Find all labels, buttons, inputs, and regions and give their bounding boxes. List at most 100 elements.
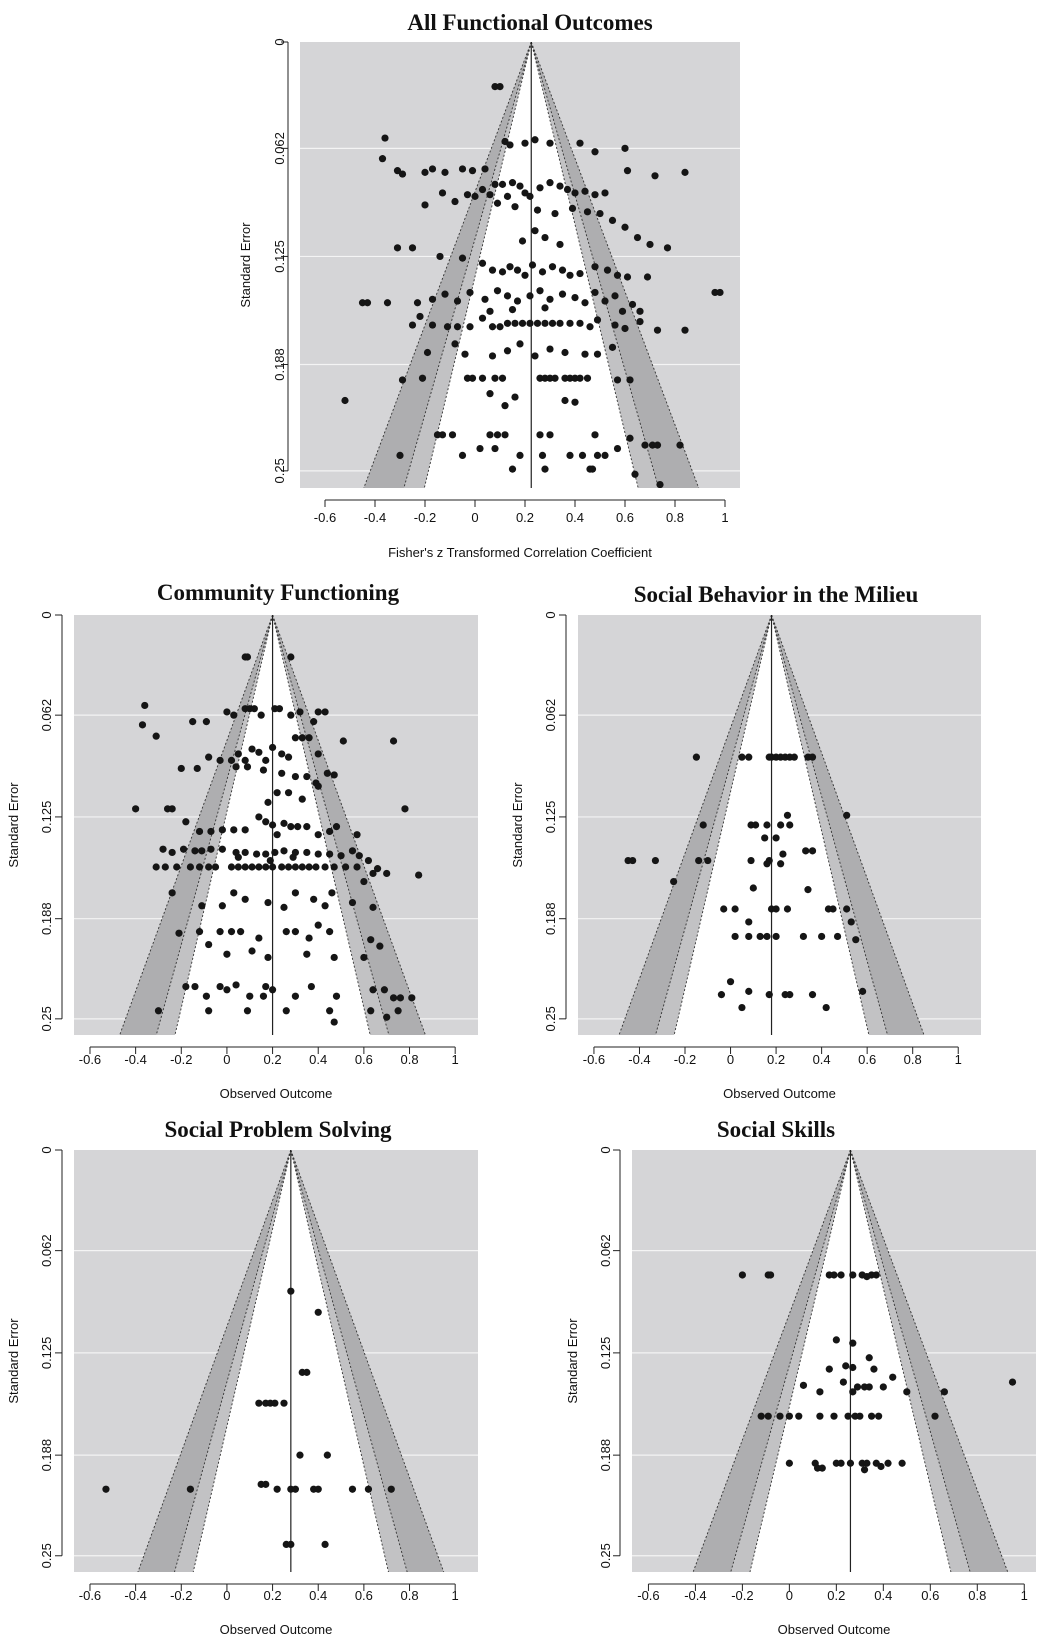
data-point	[581, 187, 589, 195]
y-tick-label: 0	[39, 611, 54, 618]
data-point	[458, 451, 467, 460]
data-point	[681, 168, 689, 176]
funnel-boundary	[655, 615, 772, 1035]
data-point	[289, 853, 297, 861]
data-point	[287, 1540, 295, 1549]
data-point	[613, 376, 622, 384]
x-tick-label: 0	[223, 1588, 230, 1603]
funnel-boundary	[363, 42, 532, 488]
funnel-region	[102, 1150, 445, 1572]
data-point	[738, 753, 746, 761]
data-point	[161, 863, 169, 871]
funnel-region	[692, 1150, 1017, 1572]
data-point	[566, 271, 574, 279]
data-point	[799, 1381, 808, 1389]
data-point	[486, 307, 494, 315]
x-tick-label: -0.2	[170, 1052, 192, 1067]
data-point	[314, 708, 322, 716]
data-point	[421, 201, 429, 209]
data-point	[326, 1007, 334, 1015]
data-point	[651, 172, 659, 180]
data-point	[825, 1365, 833, 1373]
data-point	[262, 863, 270, 871]
data-point	[303, 1368, 311, 1376]
data-point	[546, 345, 554, 353]
data-point	[646, 240, 654, 249]
data-point	[396, 451, 404, 460]
data-point	[521, 139, 529, 147]
y-tick-label: 0.062	[543, 699, 558, 732]
data-point	[468, 374, 477, 382]
data-point	[275, 705, 284, 713]
y-tick-label: 0.125	[543, 801, 558, 834]
data-point	[195, 928, 204, 936]
data-point	[513, 266, 522, 274]
data-point	[551, 374, 559, 382]
data-point	[763, 860, 771, 868]
data-point	[458, 254, 467, 262]
data-point	[772, 932, 780, 941]
data-point	[216, 982, 224, 991]
data-point	[441, 168, 449, 176]
funnel-boundary	[119, 615, 273, 1035]
data-point	[516, 340, 524, 348]
data-point	[521, 271, 529, 279]
data-point	[586, 323, 594, 331]
data-point	[314, 1308, 322, 1316]
data-point	[461, 350, 469, 358]
data-point	[418, 374, 427, 382]
data-point	[266, 856, 274, 865]
data-point	[556, 182, 564, 190]
x-tick-label: 0	[471, 510, 478, 525]
data-point	[608, 216, 617, 224]
y-tick-label: 0.125	[598, 1337, 613, 1370]
x-tick-label: 0.8	[968, 1588, 986, 1603]
data-point	[511, 203, 519, 211]
data-point	[268, 821, 277, 829]
data-point	[852, 936, 860, 944]
data-point	[330, 1018, 338, 1026]
data-point	[367, 936, 375, 944]
data-point	[745, 753, 753, 761]
funnel-plot-milieu: -0.6 -0.4 -0.2 0 0.2 0.4 0.6 0.8 1 0 0.062 0.125 0.1…	[510, 582, 981, 1101]
data-point	[423, 348, 432, 357]
data-point	[280, 819, 288, 827]
data-point	[416, 312, 424, 321]
data-point	[191, 982, 199, 991]
y-tick-label: 0.188	[39, 902, 54, 935]
x-tick-label: -0.4	[628, 1052, 650, 1067]
data-point	[546, 179, 554, 187]
data-point	[621, 144, 629, 152]
data-point	[546, 295, 554, 303]
data-point	[234, 853, 242, 861]
data-point	[816, 1412, 824, 1420]
data-point	[731, 932, 739, 941]
data-point	[847, 918, 855, 926]
data-point	[428, 321, 437, 329]
data-point	[173, 863, 181, 871]
data-point	[353, 831, 361, 839]
y-tick-label: 0	[272, 38, 287, 45]
data-point	[230, 711, 238, 719]
y-tick-label: 0.062	[39, 1234, 54, 1267]
data-point	[223, 708, 231, 716]
data-point	[252, 850, 261, 858]
data-point	[859, 987, 867, 995]
x-tick-label: 0.4	[566, 510, 584, 525]
data-point	[291, 889, 300, 897]
data-point	[491, 374, 499, 382]
data-point	[493, 199, 502, 207]
data-point	[889, 1373, 897, 1381]
data-point	[341, 396, 349, 405]
data-point	[278, 750, 286, 758]
data-point	[626, 376, 634, 384]
data-point	[898, 1459, 906, 1467]
data-point	[576, 269, 584, 278]
data-point	[433, 431, 442, 439]
data-point	[516, 182, 524, 190]
data-point	[413, 299, 422, 307]
data-point	[443, 323, 452, 331]
data-point	[764, 1412, 772, 1420]
data-point	[629, 856, 637, 865]
data-point	[291, 928, 300, 936]
